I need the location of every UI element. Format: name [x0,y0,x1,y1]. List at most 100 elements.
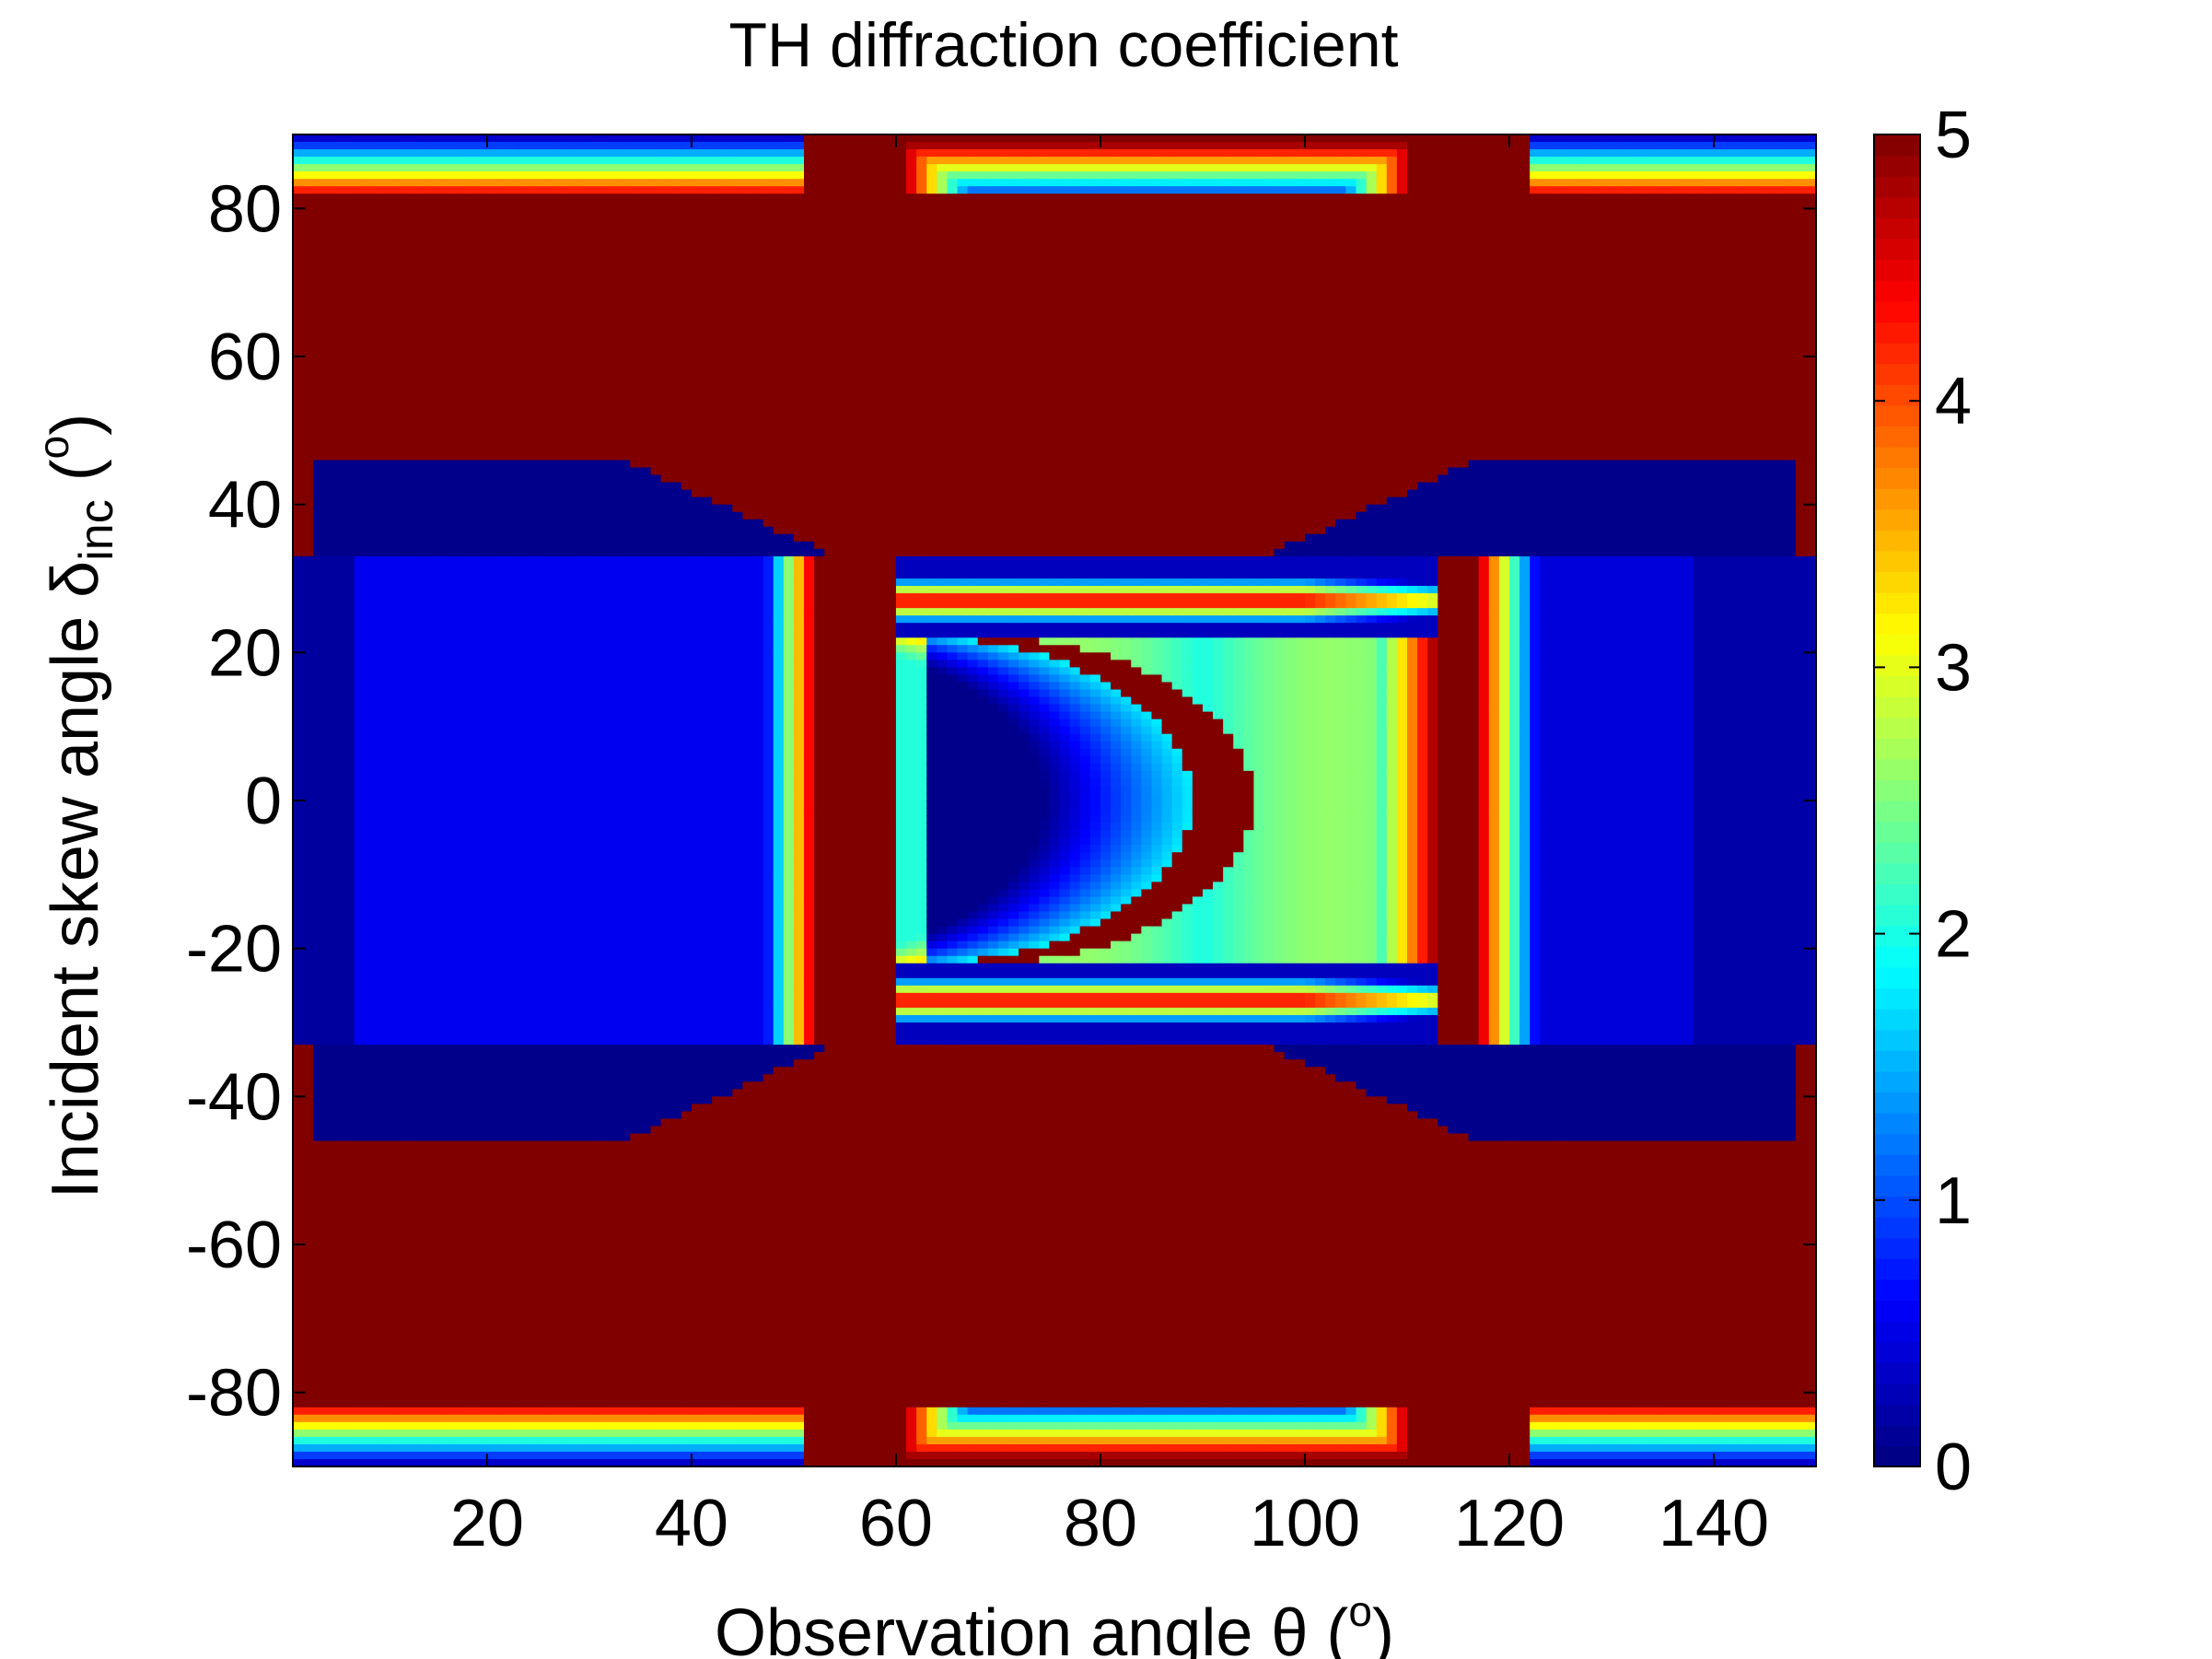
heatmap-cell [456,149,468,158]
heatmap-cell [343,837,355,846]
heatmap-cell [354,1458,366,1467]
heatmap-cell [313,1214,324,1223]
heatmap-cell [476,704,488,713]
heatmap-cell [538,593,550,602]
heatmap-cell [395,511,406,520]
heatmap-cell [323,1214,335,1223]
heatmap-cell [313,415,324,424]
heatmap-cell [303,859,314,868]
heatmap-cell [507,1185,518,1194]
heatmap-cell [548,1236,560,1245]
heatmap-cell [323,904,335,913]
heatmap-cell [415,1192,427,1201]
heatmap-cell [354,1392,366,1401]
heatmap-cell [425,1022,437,1031]
heatmap-cell [518,526,530,535]
heatmap-cell [456,1045,468,1053]
heatmap-cell [548,823,560,831]
heatmap-cell [415,142,427,150]
heatmap-cell [518,423,530,432]
heatmap-cell [568,800,580,809]
heatmap-cell [548,660,560,669]
heatmap-cell [436,689,448,698]
heatmap-cell [343,1030,355,1038]
heatmap-cell [374,1052,386,1060]
heatmap-cell [518,1007,530,1016]
heatmap-cell [425,1296,437,1304]
heatmap-cell [395,1421,406,1431]
heatmap-cell [446,733,458,742]
heatmap-cell [548,149,560,158]
heatmap-cell [323,1221,335,1231]
heatmap-cell [343,393,355,402]
heatmap-cell [323,282,335,291]
heatmap-cell [568,652,580,661]
heatmap-cell [518,733,530,742]
heatmap-cell [395,1377,406,1386]
heatmap-cell [313,1296,324,1304]
heatmap-cell [333,586,345,594]
heatmap-cell [343,652,355,661]
heatmap-cell [303,333,314,343]
heatmap-cell [528,267,540,276]
heatmap-cell [548,970,560,979]
heatmap-cell [548,696,560,706]
heatmap-cell [343,341,355,350]
heatmap-cell [528,1421,540,1431]
heatmap-cell [343,940,355,950]
heatmap-cell [384,1451,396,1460]
heatmap-cell [384,267,396,276]
heatmap-cell [303,940,314,950]
heatmap-cell [303,533,314,543]
heatmap-cell [538,763,550,772]
heatmap-cell [333,519,345,528]
heatmap-cell [436,970,448,979]
heatmap-cell [486,423,498,432]
heatmap-cell [384,748,396,757]
heatmap-cell [456,1407,468,1416]
heatmap-cell [323,970,335,979]
heatmap-cell [558,1192,570,1201]
heatmap-cell [538,1022,550,1031]
heatmap-cell [384,445,396,454]
heatmap-cell [425,570,437,579]
heatmap-cell [476,386,488,394]
heatmap-cell [558,1148,570,1157]
heatmap-cell [446,1104,458,1113]
heatmap-cell [425,511,437,520]
heatmap-cell [558,1059,570,1068]
heatmap-cell [446,992,458,1001]
heatmap-cell [313,319,324,328]
heatmap-cell [425,1148,437,1157]
heatmap-cell [436,882,448,891]
heatmap-cell [518,704,530,713]
heatmap-cell [323,164,335,172]
heatmap-cell [436,563,448,572]
heatmap-cell [293,1340,304,1349]
heatmap-cell [507,763,518,772]
heatmap-cell [538,1370,550,1379]
heatmap-cell [313,992,324,1001]
heatmap-cell [415,526,427,535]
heatmap-cell [446,260,458,269]
heatmap-cell [446,904,458,913]
heatmap-cell [323,755,335,765]
heatmap-cell [446,963,458,972]
heatmap-cell [384,1296,396,1304]
heatmap-cell [303,348,314,357]
heatmap-cell [405,874,416,883]
heatmap-cell [568,267,580,276]
heatmap-cell [374,719,386,728]
heatmap-cell [293,201,304,210]
heatmap-cell [323,815,335,824]
heatmap-cell [456,652,468,661]
heatmap-cell [293,460,304,469]
heatmap-cell [456,963,468,972]
heatmap-cell [507,1421,518,1431]
heatmap-cell [405,1377,416,1386]
heatmap-cell [323,201,335,210]
heatmap-cell [538,1162,550,1172]
heatmap-cell [486,1281,498,1290]
heatmap-cell [466,1296,478,1304]
heatmap-cell [384,970,396,979]
